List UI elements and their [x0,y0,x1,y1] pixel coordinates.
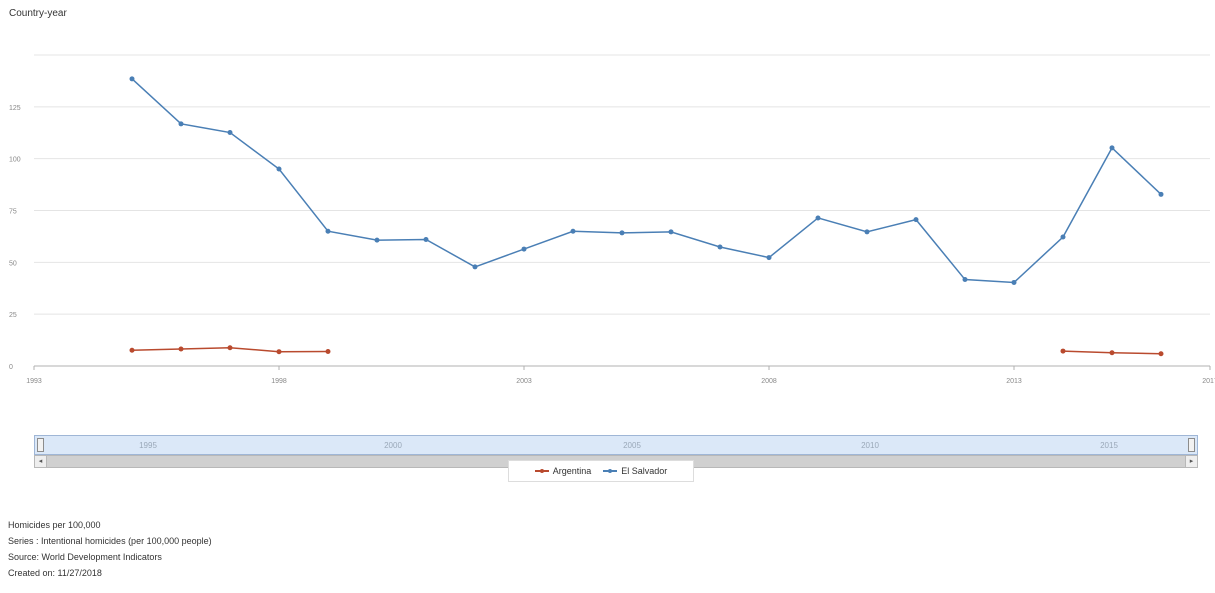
data-point [717,244,723,250]
footer-series: Series : Intentional homicides (per 100,… [8,536,212,546]
data-point [178,121,184,127]
chart-legend: Argentina El Salvador [508,460,694,482]
x-tick-label: 2003 [516,378,532,385]
y-tick-label: 0 [9,364,13,371]
data-point [374,237,380,243]
line-chart: 0 25 50 75 100 125 1993 1998 2003 2008 2013 2017 [9,54,1215,385]
data-point [521,246,527,252]
legend-item-el-salvador[interactable]: El Salvador [603,466,667,476]
data-point [1060,348,1066,354]
y-tick-label: 50 [9,260,17,267]
legend-marker-icon [603,468,618,473]
data-point [815,215,821,221]
navigator-tick: 2010 [861,441,879,450]
data-point [178,346,184,352]
data-point [1011,279,1017,285]
data-point [1158,351,1164,357]
legend-label: Argentina [552,466,592,476]
scroll-right-icon[interactable]: ▸ [1185,456,1197,467]
navigator-window[interactable]: 1995 2000 2005 2010 2015 [34,435,1198,455]
data-point [864,229,870,235]
footer-created: Created on: 11/27/2018 [8,568,102,578]
series-line-el-salvador [131,78,1162,284]
x-tick-label: 1998 [271,378,287,385]
series-group [129,76,1164,357]
grid-lines [34,54,1210,367]
legend-marker-icon [534,468,549,473]
data-point [227,345,233,351]
navigator-right-handle[interactable] [1188,438,1195,452]
data-point [1109,350,1115,356]
data-point [913,217,919,223]
y-tick-label: 25 [9,312,17,319]
y-tick-label: 75 [9,209,17,216]
footer-source: Source: World Development Indicators [8,552,162,562]
navigator-tick: 2000 [384,441,402,450]
x-axis: 1993 1998 2003 2008 2013 2017 [26,365,1215,385]
y-tick-label: 100 [9,157,21,164]
chart-footer: Homicides per 100,000 Series : Intention… [8,517,212,581]
data-point [1109,145,1115,151]
legend-item-argentina[interactable]: Argentina [534,466,592,476]
x-tick-label: 2013 [1006,378,1022,385]
legend-label: El Salvador [621,466,668,476]
navigator-tick: 2015 [1100,441,1118,450]
data-point [423,237,429,243]
data-point [668,229,674,235]
data-point [129,76,135,82]
data-point [1158,191,1164,197]
data-point [227,130,233,136]
data-point [619,230,625,236]
navigator-tick: 2005 [623,441,641,450]
data-point [766,255,772,261]
data-point [129,347,135,353]
x-tick-label: 2017 [1202,378,1215,385]
data-point [276,166,282,172]
data-point [1060,234,1066,240]
data-point [325,348,331,354]
data-point [325,228,331,234]
x-tick-label: 2008 [761,378,777,385]
data-point [962,277,968,283]
navigator-tick: 1995 [139,441,157,450]
x-tick-label: 1993 [26,378,42,385]
chart-top-label: Country-year [9,8,67,19]
footer-units: Homicides per 100,000 [8,520,101,530]
y-axis: 0 25 50 75 100 125 [9,105,21,371]
y-tick-label: 125 [9,105,21,112]
data-point [276,349,282,355]
navigator-left-handle[interactable] [37,438,44,452]
data-point [472,264,478,270]
scroll-left-icon[interactable]: ◂ [35,456,47,467]
data-point [570,228,576,234]
